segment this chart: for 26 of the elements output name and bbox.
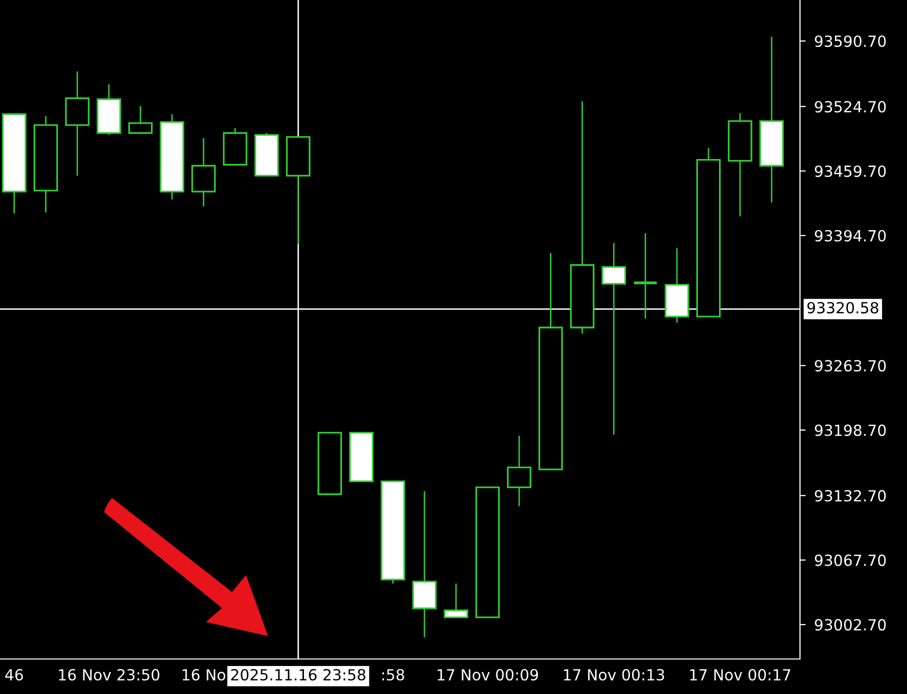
x-tick-label: 17 Nov 00:17 <box>690 668 790 681</box>
x-tick-label: 2025.11.16 23:58 <box>231 668 366 681</box>
y-tick-label: 93132.70 <box>814 490 886 502</box>
candlestick <box>506 435 532 507</box>
y-tick-label: 93067.70 <box>814 554 886 566</box>
x-tick-label: :58 <box>382 668 404 681</box>
candlestick <box>759 36 784 204</box>
y-tick-label: 93198.70 <box>814 424 886 436</box>
x-tick-label: 17 Nov 00:09 <box>438 668 538 681</box>
candlestick <box>65 70 90 176</box>
y-tick-label: 93524.70 <box>814 100 886 113</box>
y-tick-label: 93590.70 <box>814 35 886 48</box>
candlestick <box>632 232 658 320</box>
x-tick-label: 17 Nov 00:13 <box>564 668 664 681</box>
x-tick-label: 16 Nov 23:50 <box>59 668 160 681</box>
y-tick-label: 93394.70 <box>814 230 886 242</box>
x-tick-label: 16 No <box>182 668 226 681</box>
candlestick <box>191 137 216 208</box>
candlestick <box>412 490 437 638</box>
ref-line-label: 93320.58 <box>807 302 878 314</box>
y-tick-label: 93459.70 <box>814 165 886 178</box>
x-tick-label: 46 <box>5 668 23 681</box>
y-tick-label: 93002.70 <box>814 619 886 631</box>
candlestick <box>570 100 594 334</box>
candlestick <box>34 115 58 214</box>
y-tick-label: 93263.70 <box>814 360 886 372</box>
